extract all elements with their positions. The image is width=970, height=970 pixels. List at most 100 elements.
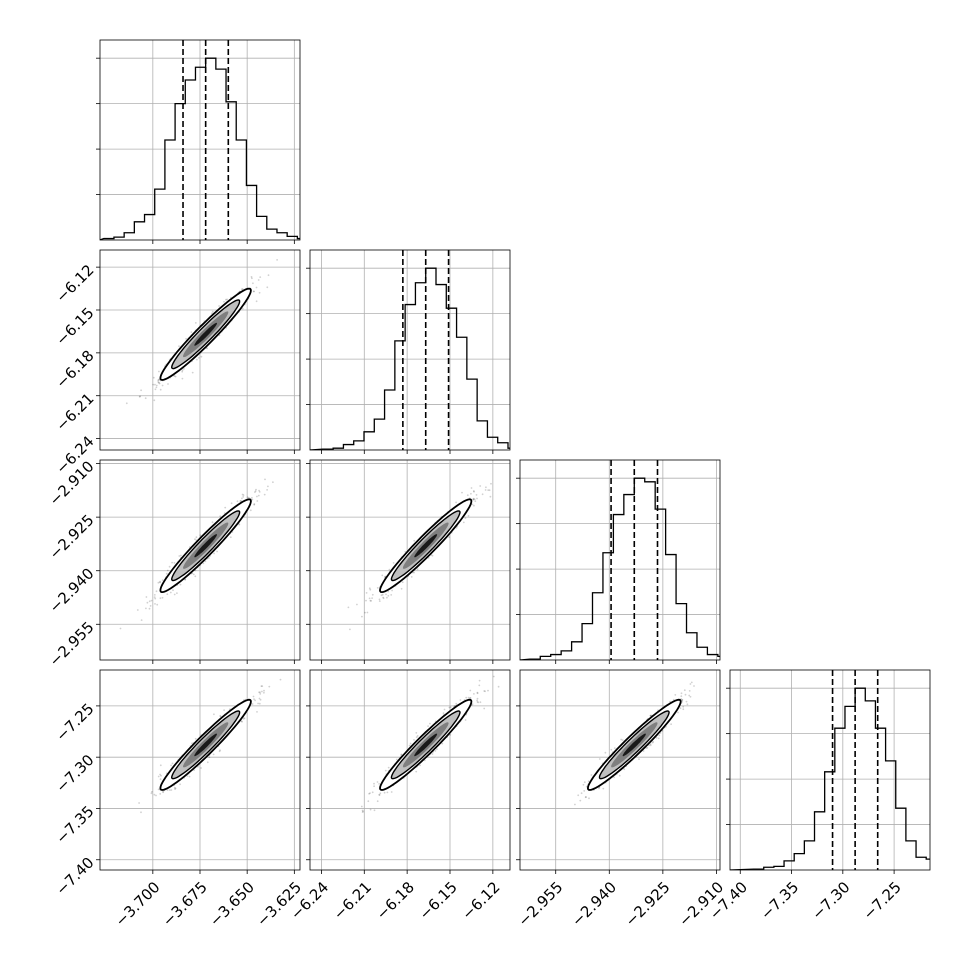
scatter-point <box>473 490 475 493</box>
x-tick-label: −6.15 <box>416 878 461 923</box>
scatter-point <box>170 764 173 767</box>
scatter-point <box>610 748 613 751</box>
scatter-point <box>693 685 695 687</box>
scatter-point <box>386 596 388 599</box>
scatter-point <box>657 737 660 740</box>
scatter-point <box>145 607 147 610</box>
scatter-point <box>416 735 419 737</box>
x-tick-label: −6.12 <box>458 878 503 923</box>
y-tick-label: −7.30 <box>52 751 97 796</box>
y-tick-label: −2.955 <box>46 618 98 670</box>
scatter-point <box>259 691 261 694</box>
scatter-point <box>184 578 187 581</box>
scatter-point <box>577 794 580 797</box>
scatter-point <box>672 698 675 701</box>
scatter-point <box>369 808 372 811</box>
scatter-point <box>250 276 253 278</box>
y-tick-label: −6.15 <box>52 304 97 349</box>
scatter-point <box>485 486 487 489</box>
scatter-point <box>690 681 693 684</box>
scatter-point <box>176 592 178 594</box>
scatter-point <box>427 725 429 727</box>
scatter-point <box>385 593 387 596</box>
contour-level-3 <box>194 733 217 757</box>
scatter-point <box>223 512 226 514</box>
scatter-point <box>366 611 369 614</box>
scatter-point <box>266 286 269 289</box>
scatter-point <box>149 605 152 607</box>
scatter-point <box>391 589 393 592</box>
scatter-point <box>434 750 437 752</box>
scatter-point <box>682 705 685 708</box>
scatter-point <box>119 627 122 630</box>
scatter-point <box>150 792 153 795</box>
scatter-point <box>401 581 404 584</box>
x-tick-label: −3.650 <box>206 878 258 930</box>
scatter-point <box>449 734 452 736</box>
scatter-point <box>373 809 376 812</box>
scatter-point <box>473 504 475 507</box>
scatter-point <box>368 597 371 600</box>
scatter-point <box>688 690 691 692</box>
scatter-point <box>415 736 418 738</box>
scatter-point <box>152 376 155 379</box>
histogram-panel-1 <box>310 250 510 450</box>
y-tick-label: −2.940 <box>46 565 98 617</box>
scatter-point <box>373 782 375 785</box>
scatter-point <box>442 712 445 714</box>
scatter-point <box>680 698 682 700</box>
scatter-point <box>173 786 176 789</box>
scatter-point <box>256 495 258 498</box>
scatter-point <box>240 499 242 502</box>
scatter-point <box>478 684 481 687</box>
scatter-point <box>471 503 474 506</box>
x-tick-label: −7.25 <box>860 878 905 923</box>
y-tick-label: −6.21 <box>52 390 97 435</box>
scatter-point <box>621 739 624 741</box>
scatter-point <box>194 538 196 541</box>
scatter-point <box>259 693 262 695</box>
scatter-point <box>464 517 467 519</box>
scatter-point <box>181 370 184 373</box>
scatter-point <box>638 758 640 760</box>
x-tick-label: −2.925 <box>622 878 674 930</box>
scatter-point <box>598 758 601 760</box>
scatter-point <box>476 697 479 700</box>
scatter-point <box>681 699 684 702</box>
scatter-point <box>620 738 623 741</box>
contour-level-3 <box>194 534 217 558</box>
scatter-point <box>681 700 684 703</box>
scatter-point <box>168 565 171 568</box>
scatter-point <box>652 740 655 743</box>
scatter-point <box>649 714 652 717</box>
scatter-point <box>157 788 160 791</box>
histogram-step <box>520 477 720 660</box>
scatter-point <box>139 395 142 398</box>
scatter-point <box>191 371 194 374</box>
scatter-point <box>258 702 261 705</box>
scatter-point <box>161 596 164 599</box>
scatter-point <box>226 298 229 301</box>
scatter-point <box>158 370 160 373</box>
scatter-point <box>260 685 263 687</box>
scatter-point <box>229 536 232 539</box>
x-tick-label: −2.955 <box>515 878 567 930</box>
scatter-point <box>167 383 169 385</box>
scatter-point <box>623 768 626 771</box>
scatter-point <box>204 560 207 563</box>
scatter-point <box>613 747 616 749</box>
scatter-point <box>360 805 363 808</box>
axes-frame-1-2 <box>309 459 511 661</box>
scatter-point <box>243 717 246 720</box>
scatter-point <box>477 701 480 704</box>
scatter-point <box>455 526 458 529</box>
contour-level-3 <box>194 322 217 346</box>
scatter-point <box>649 743 652 746</box>
y-tick-label: −2.925 <box>46 511 98 563</box>
scatter-point <box>159 778 162 781</box>
scatter-point <box>492 675 495 678</box>
scatter-point <box>365 592 368 594</box>
scatter-point <box>364 611 366 614</box>
scatter-point <box>387 590 390 593</box>
scatter-point <box>242 496 245 498</box>
